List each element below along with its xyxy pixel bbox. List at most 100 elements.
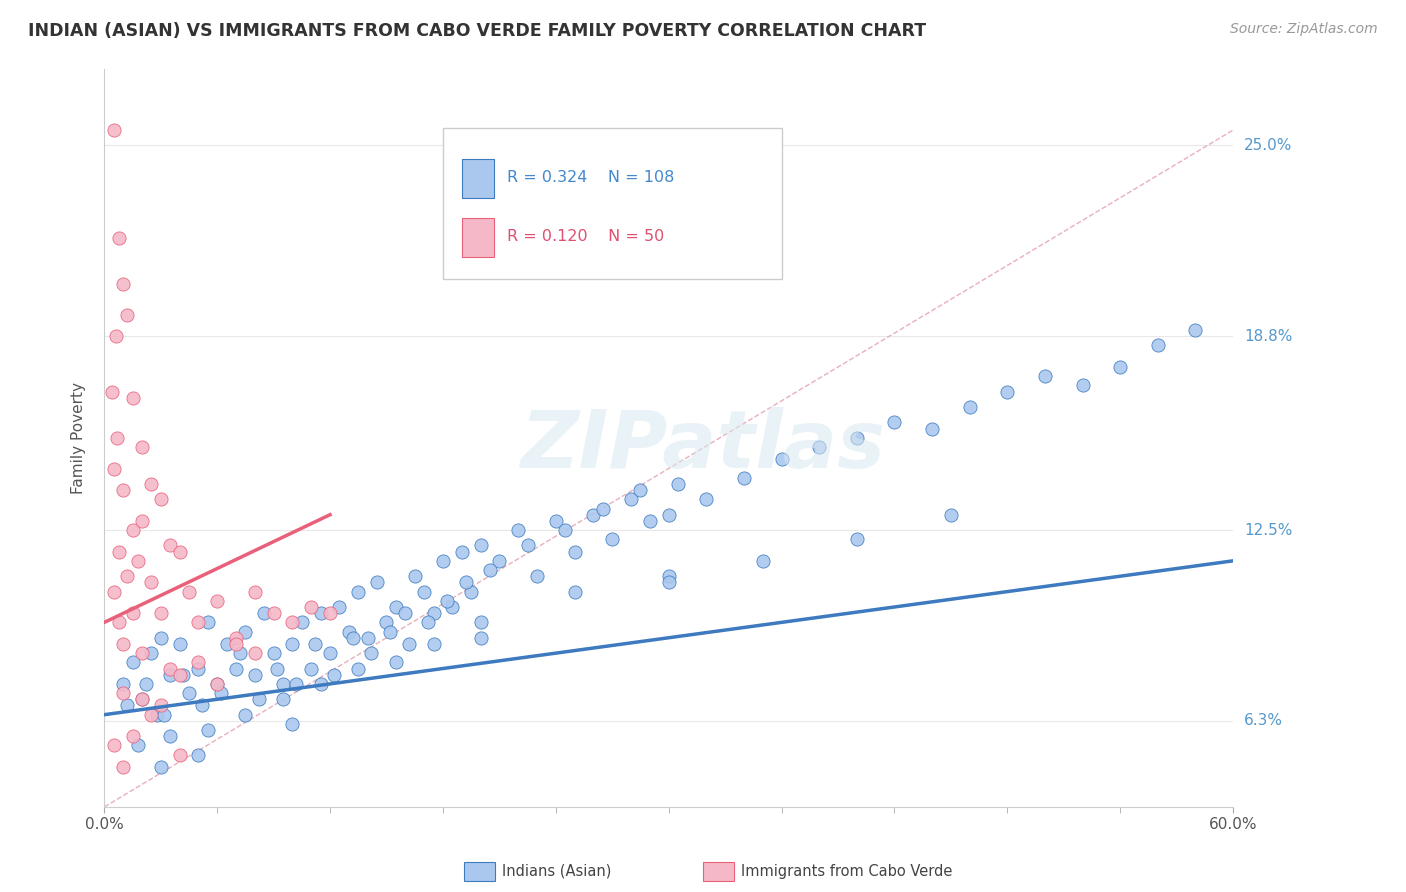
Point [526,569,548,583]
Point [360,646,382,660]
Point [141,575,163,590]
Point [385,656,408,670]
Point [112,686,135,700]
Point [347,661,370,675]
Point [235,624,257,639]
Point [1146,338,1168,352]
Point [127,739,149,753]
Point [398,637,420,651]
Text: Immigrants from Cabo Verde: Immigrants from Cabo Verde [741,864,952,879]
Point [733,471,755,485]
Point [544,514,567,528]
FancyBboxPatch shape [463,160,494,198]
Point [141,646,163,660]
Point [187,656,209,670]
Point [436,594,458,608]
Point [328,599,350,614]
FancyBboxPatch shape [463,219,494,257]
Point [883,416,905,430]
Point [554,523,576,537]
Point [112,277,135,291]
Point [285,677,308,691]
Point [121,729,143,743]
Point [470,538,492,552]
Point [281,717,304,731]
Point [658,508,681,522]
Point [921,421,943,435]
Point [271,677,294,691]
Point [115,569,138,583]
Point [191,698,214,713]
Point [149,760,172,774]
Point [281,637,304,651]
Point [169,747,191,762]
Point [620,492,643,507]
Point [108,615,131,630]
Point [1109,359,1132,374]
Text: ZIPatlas: ZIPatlas [520,407,886,485]
Point [366,575,388,590]
Point [658,575,681,590]
Point [460,584,482,599]
Point [247,692,270,706]
Text: Source: ZipAtlas.com: Source: ZipAtlas.com [1230,22,1378,37]
Point [322,667,344,681]
Point [107,431,129,445]
Point [375,615,398,630]
Point [319,606,342,620]
Point [108,231,131,245]
Point [121,656,143,670]
Point [638,514,661,528]
Point [121,606,143,620]
Point [159,667,181,681]
Point [413,584,436,599]
Text: 18.8%: 18.8% [1244,329,1292,343]
Point [112,760,135,774]
Point [1071,378,1094,392]
Text: INDIAN (ASIAN) VS IMMIGRANTS FROM CABO VERDE FAMILY POVERTY CORRELATION CHART: INDIAN (ASIAN) VS IMMIGRANTS FROM CABO V… [28,22,927,40]
Point [347,584,370,599]
Point [225,661,247,675]
Point [159,661,181,675]
Point [103,461,125,475]
Point [299,599,322,614]
Point [422,606,444,620]
Point [1033,369,1056,384]
Point [169,667,191,681]
Point [309,677,332,691]
Point [243,584,266,599]
Point [103,584,125,599]
Point [404,569,426,583]
Point [243,646,266,660]
Point [225,637,247,651]
FancyBboxPatch shape [443,128,782,279]
Point [108,544,131,558]
Point [103,739,125,753]
Point [281,615,304,630]
Point [197,723,219,737]
Point [342,631,364,645]
Point [808,440,831,454]
Point [454,575,477,590]
Point [564,584,586,599]
Point [187,661,209,675]
Point [309,606,332,620]
Point [995,384,1018,399]
Point [385,599,408,614]
Point [131,440,153,454]
Point [205,594,228,608]
Point [146,707,169,722]
Point [630,483,652,497]
Point [441,599,464,614]
Point [131,692,153,706]
Point [752,554,775,568]
Point [478,563,501,577]
Point [337,624,360,639]
Point [304,637,326,651]
Point [939,508,962,522]
Point [291,615,314,630]
Point [205,677,228,691]
Point [135,677,157,691]
Point [112,677,135,691]
Point [103,123,125,137]
